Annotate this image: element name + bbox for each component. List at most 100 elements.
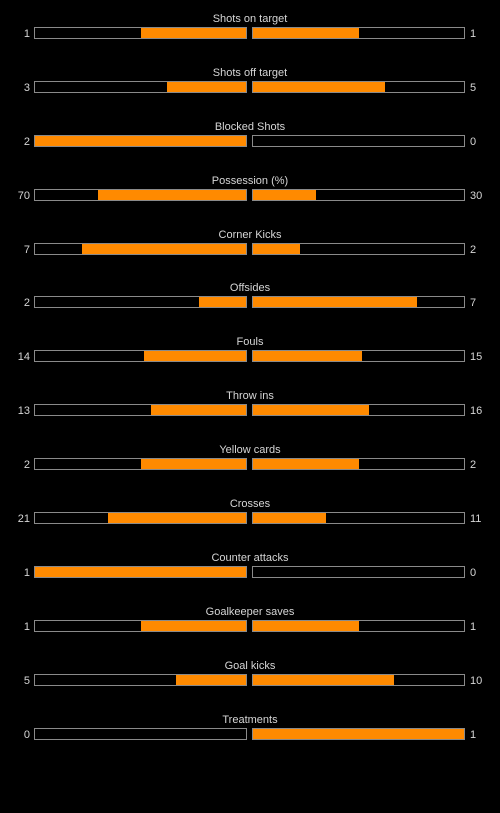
stat-row: Blocked Shots 2 0 [0, 120, 500, 174]
home-value: 1 [23, 566, 30, 579]
stat-row: Goalkeeper saves 1 1 [0, 605, 500, 659]
match-statistics: Shots on target 1 1 Shots off target 3 5 Block… [0, 12, 500, 767]
stat-row: Corner Kicks 7 2 [0, 228, 500, 282]
away-value: 30 [470, 189, 483, 202]
away-bar-fill [253, 189, 317, 200]
away-bar-fill [253, 28, 359, 38]
away-bar [252, 458, 465, 471]
away-value: 7 [470, 297, 477, 310]
away-bar-fill [253, 620, 359, 631]
away-value: 15 [470, 351, 483, 364]
away-bar [252, 188, 465, 201]
home-bar [34, 134, 247, 147]
stat-label: Fouls [236, 336, 264, 349]
home-value: 2 [23, 459, 30, 472]
home-value: 2 [23, 135, 30, 148]
away-bar-fill [253, 243, 300, 254]
home-bar [34, 565, 247, 578]
away-bar-fill [253, 405, 370, 416]
away-bar-fill [253, 728, 464, 739]
home-bar [34, 404, 247, 417]
home-value: 14 [17, 351, 30, 364]
stat-row: Crosses 21 11 [0, 497, 500, 551]
stat-row: Counter attacks 1 0 [0, 551, 500, 605]
away-value: 1 [470, 620, 477, 633]
away-bar-fill [253, 297, 418, 308]
home-value: 0 [23, 728, 30, 741]
away-bar [252, 27, 465, 39]
away-bar [252, 619, 465, 632]
away-bar [252, 727, 465, 740]
home-bar [34, 296, 247, 309]
away-bar [252, 296, 465, 309]
away-value: 2 [470, 459, 477, 472]
away-bar-fill [253, 459, 359, 470]
stat-row: Offsides 2 7 [0, 281, 500, 335]
stat-label: Goalkeeper saves [205, 605, 295, 618]
stat-label: Offsides [229, 282, 271, 295]
away-bar [252, 80, 465, 93]
away-bar [252, 512, 465, 525]
home-bar-fill [140, 28, 246, 38]
away-bar-fill [253, 351, 363, 362]
home-value: 1 [23, 28, 30, 40]
home-bar [34, 673, 247, 686]
away-bar-fill [253, 513, 326, 524]
stat-row: Shots off target 3 5 [0, 66, 500, 120]
away-value: 11 [470, 513, 482, 526]
home-bar-fill [151, 405, 246, 416]
home-bar [34, 727, 247, 740]
home-value: 70 [17, 189, 30, 202]
stat-row: Treatments 0 1 [0, 713, 500, 767]
stat-label: Possession (%) [211, 174, 289, 187]
stat-label: Blocked Shots [214, 120, 286, 133]
stat-row: Throw ins 13 16 [0, 389, 500, 443]
away-bar [252, 565, 465, 578]
stat-row: Goal kicks 5 10 [0, 659, 500, 713]
home-bar-fill [140, 459, 246, 470]
home-bar [34, 512, 247, 525]
home-value: 5 [23, 674, 30, 687]
away-value: 5 [470, 81, 477, 94]
stat-label: Shots on target [212, 13, 288, 25]
away-value: 16 [470, 405, 483, 418]
away-bar [252, 673, 465, 686]
home-value: 1 [23, 620, 30, 633]
home-bar [34, 188, 247, 201]
away-bar [252, 404, 465, 417]
home-bar-fill [81, 243, 246, 254]
home-bar [34, 242, 247, 255]
home-bar [34, 80, 247, 93]
stat-label: Treatments [222, 713, 278, 726]
stat-label: Goal kicks [224, 659, 276, 672]
home-bar-fill [107, 513, 246, 524]
home-value: 21 [17, 513, 30, 526]
away-bar [252, 134, 465, 147]
home-value: 13 [17, 405, 30, 418]
stat-label: Yellow cards [219, 444, 281, 457]
away-value: 10 [470, 674, 483, 687]
stat-label: Corner Kicks [218, 228, 282, 241]
home-bar-fill [98, 189, 246, 200]
home-bar [34, 27, 247, 39]
home-bar-fill [144, 351, 246, 362]
stat-row: Fouls 14 15 [0, 335, 500, 389]
home-bar-fill [35, 566, 246, 577]
stat-label: Crosses [229, 498, 271, 511]
home-bar [34, 619, 247, 632]
away-value: 0 [470, 135, 477, 148]
away-value: 1 [470, 728, 477, 741]
home-value: 2 [23, 297, 30, 310]
away-value: 0 [470, 566, 477, 579]
away-value: 2 [470, 243, 477, 256]
stat-row: Shots on target 1 1 [0, 12, 500, 66]
stat-label: Shots off target [212, 66, 288, 79]
home-bar-fill [199, 297, 246, 308]
home-bar [34, 350, 247, 363]
home-value: 3 [23, 81, 30, 94]
stat-row: Possession (%) 70 30 [0, 174, 500, 228]
away-bar [252, 350, 465, 363]
away-value: 1 [470, 28, 477, 40]
stat-label: Counter attacks [211, 551, 289, 564]
away-bar [252, 242, 465, 255]
